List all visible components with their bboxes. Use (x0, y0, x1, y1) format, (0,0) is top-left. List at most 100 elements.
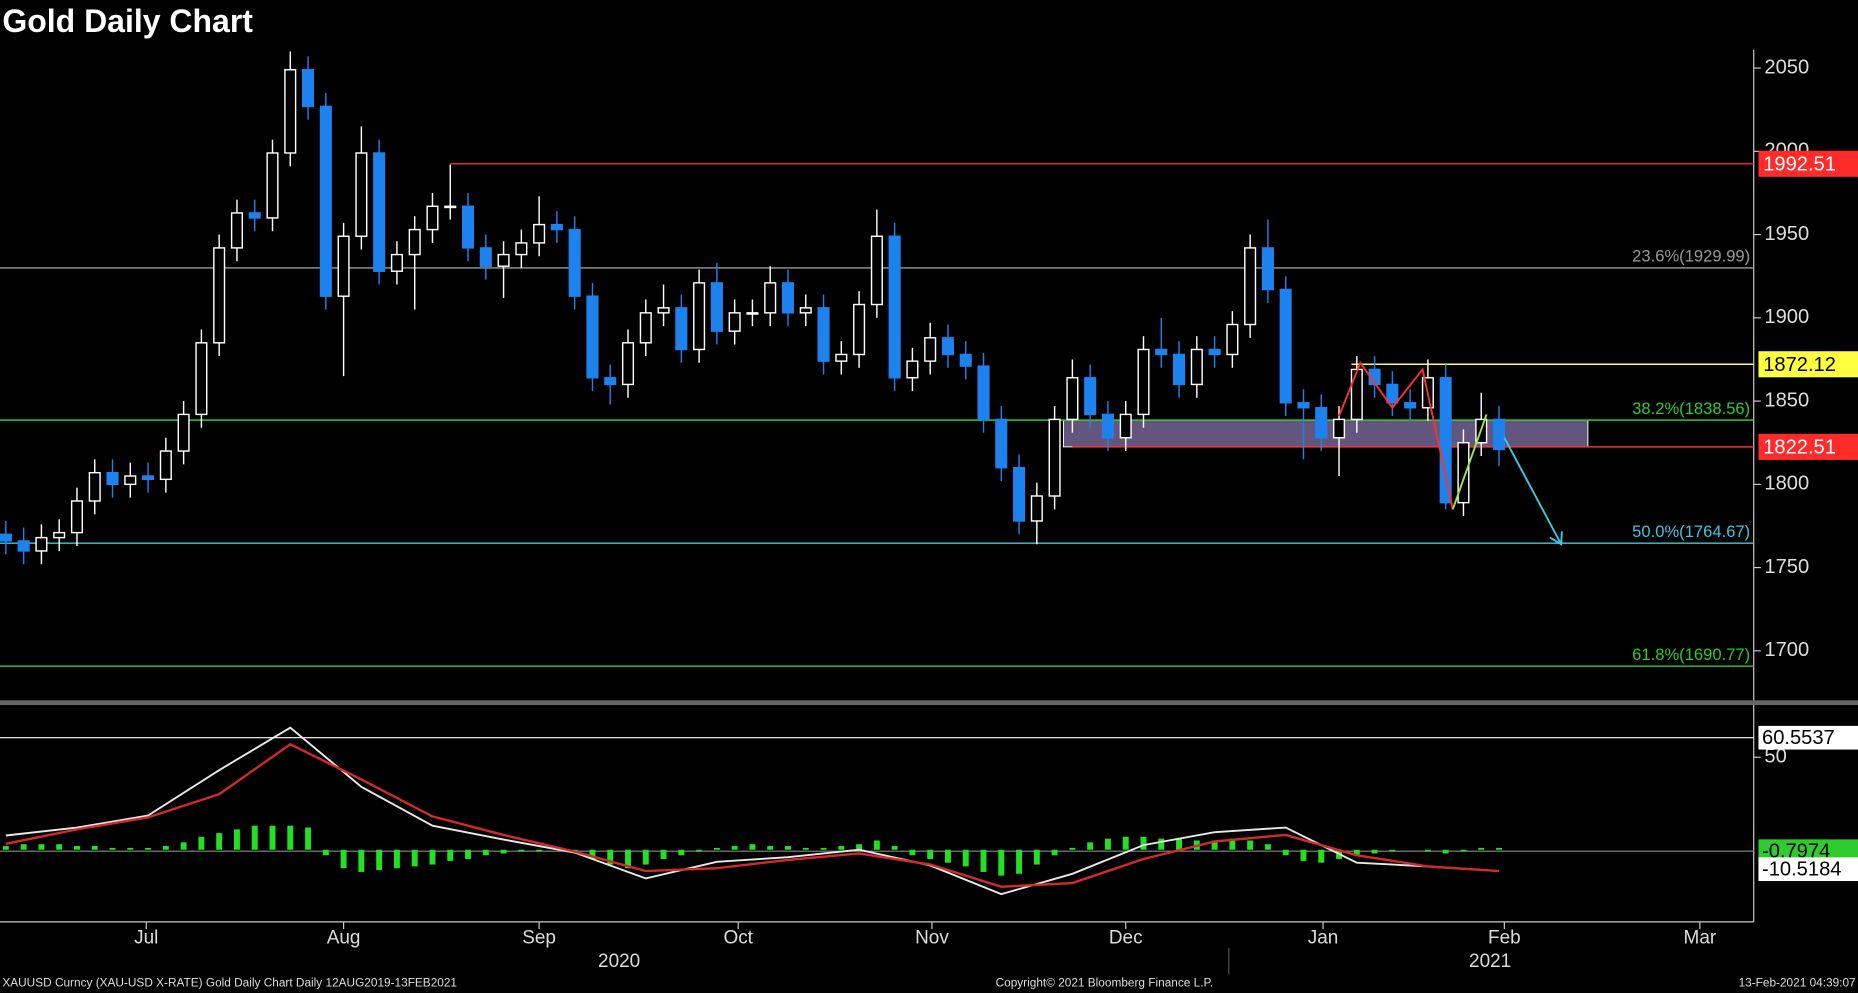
histogram-bar (678, 849, 685, 856)
candle-body (835, 353, 848, 362)
histogram-bar (465, 849, 471, 859)
candle-body (1208, 348, 1221, 356)
candle-body (355, 152, 368, 237)
histogram-bar (411, 849, 418, 867)
candle-body (693, 282, 706, 351)
candle-body (159, 450, 172, 481)
candle-body (106, 471, 119, 486)
candle-body (1173, 353, 1186, 386)
histogram-bar (322, 849, 329, 856)
histogram-bar (482, 849, 489, 856)
histogram-bar (820, 847, 827, 850)
histogram-bar (269, 825, 276, 850)
footer-center: Copyright© 2021 Bloomberg Finance L.P. (996, 976, 1214, 990)
candle-body (781, 282, 795, 314)
histogram-bar (1016, 849, 1023, 874)
histogram-bar (1282, 849, 1289, 856)
histogram-bar (127, 847, 134, 850)
candle-body (710, 282, 723, 332)
level-tag (1758, 351, 1858, 378)
histogram-bar (358, 849, 365, 872)
candle-body (657, 307, 670, 314)
histogram-bar (642, 849, 649, 865)
candle-body (550, 223, 563, 231)
candle-body (426, 205, 439, 231)
histogram-bar (1371, 849, 1378, 854)
level-tag (1758, 839, 1858, 864)
histogram-bar (233, 829, 240, 850)
candle-body (302, 69, 315, 108)
histogram-bar (91, 846, 98, 850)
candle-body (621, 342, 635, 386)
y-tick-label: 1850 (1764, 389, 1809, 411)
histogram-bar (856, 844, 863, 850)
histogram-bar (1247, 840, 1254, 850)
histogram-bar (109, 847, 116, 850)
histogram-bar (1140, 836, 1147, 850)
arrow-head (1549, 531, 1563, 546)
candle-body (1315, 407, 1328, 439)
histogram-bar (891, 846, 898, 850)
histogram-bar (1389, 849, 1396, 852)
y-tick-label: 1950 (1764, 223, 1809, 245)
candle-body (1066, 377, 1079, 421)
histogram-bar (162, 846, 169, 850)
histogram-bar (1211, 840, 1218, 850)
candle-body (17, 540, 30, 552)
histogram-bar (500, 849, 507, 854)
trend-drawing (1503, 437, 1563, 545)
histogram-bar (1300, 849, 1307, 861)
histogram-bar (749, 844, 756, 850)
candle-body (888, 235, 901, 379)
candle-body (1261, 247, 1274, 291)
candle-body (1101, 413, 1114, 439)
candle-body (337, 235, 350, 297)
histogram-bar (802, 847, 809, 850)
histogram-bar (518, 849, 525, 852)
histogram-bar (145, 847, 152, 850)
candle-body (1119, 413, 1132, 439)
histogram-bar (74, 846, 80, 850)
histogram-bar (1122, 836, 1129, 850)
histogram-bar (376, 849, 383, 871)
histogram-bar (1424, 849, 1431, 852)
panel-divider (0, 700, 1858, 706)
histogram-bar (1353, 849, 1360, 856)
candle-body (195, 342, 208, 416)
candle-body (1350, 368, 1363, 421)
trend-drawing (1451, 414, 1488, 510)
candle-body (461, 205, 475, 249)
histogram-bar (980, 849, 987, 872)
candle-body (124, 475, 137, 486)
histogram-bar (1478, 847, 1485, 850)
candle-body (1190, 348, 1203, 386)
histogram-bar (340, 849, 347, 869)
histogram-bar (305, 827, 312, 850)
histogram-bar (1460, 849, 1467, 852)
level-tag (1758, 150, 1858, 177)
histogram-bar (1176, 838, 1183, 850)
candle-body (764, 282, 777, 314)
candle-body (88, 471, 101, 502)
candle-body (213, 247, 226, 344)
candle-body (35, 536, 48, 552)
candle-body (959, 353, 972, 367)
candle-body (1155, 348, 1168, 356)
level-tag-label: 1992.51 (1763, 153, 1836, 175)
y-tick-label: 50 (1764, 746, 1786, 768)
y-tick-label: 1800 (1764, 473, 1809, 495)
histogram-bar (536, 849, 543, 852)
x-tick-label: Mar (1684, 927, 1717, 948)
histogram-bar (945, 849, 951, 863)
x-tick-label: Jan (1308, 927, 1339, 948)
x-tick-label: Nov (915, 927, 949, 948)
candle-body (319, 105, 332, 297)
candle-body (1084, 377, 1097, 416)
level-tag-label: 1822.51 (1763, 436, 1836, 458)
level-tag-label: -0.7974 (1762, 841, 1830, 863)
candle-body (1279, 288, 1292, 404)
level-label: 61.8%(1690.77) (1632, 645, 1750, 664)
y-tick-label: 1900 (1764, 306, 1809, 328)
